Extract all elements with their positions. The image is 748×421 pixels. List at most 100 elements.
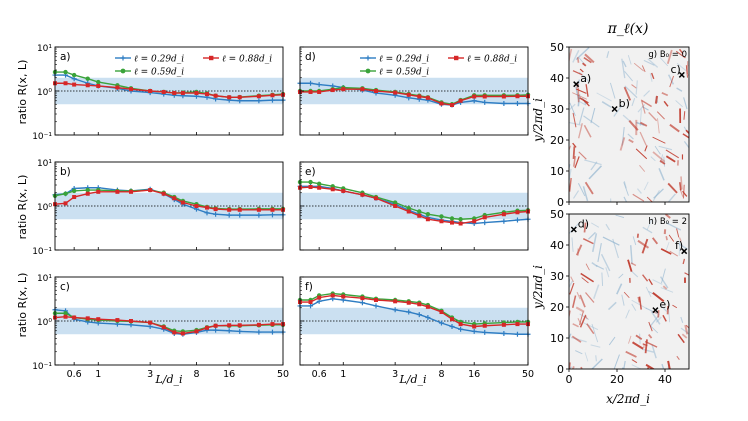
red-sheet [569, 145, 572, 152]
blue-filament [658, 145, 673, 151]
red-sheet [640, 99, 646, 114]
data-point [256, 212, 262, 218]
blue-filament [597, 243, 602, 262]
map-annotation: h) B₀ = 2 [648, 217, 687, 227]
blue-filament [596, 92, 612, 102]
blue-filament [642, 348, 654, 353]
data-point [194, 329, 199, 334]
red-sheet [575, 88, 587, 94]
red-sheet [585, 84, 589, 97]
data-point [72, 315, 77, 320]
blue-filament [655, 316, 662, 323]
legend-marker [120, 68, 126, 74]
red-sheet [576, 291, 581, 300]
blue-filament [667, 193, 676, 202]
x-tick-label: 50 [522, 369, 534, 380]
red-sheet [637, 239, 650, 249]
data-point [458, 217, 463, 222]
x-tick-label: 8 [193, 369, 199, 380]
blue-filament [582, 186, 589, 202]
red-sheet [628, 335, 632, 344]
data-point [256, 94, 261, 99]
data-point [341, 87, 346, 92]
blue-filament [609, 82, 616, 99]
red-sheet [639, 165, 646, 172]
red-sheet [657, 118, 660, 134]
ylabel-row2: ratio R(x, L) [16, 175, 29, 240]
legend-label: ℓ = 0.59d_i [134, 68, 184, 78]
blue-filament [605, 267, 610, 278]
blue-filament [642, 226, 653, 234]
data-point [458, 322, 463, 327]
blue-filament [600, 253, 611, 272]
red-sheet [571, 335, 582, 343]
blue-filament [683, 97, 688, 110]
blue-filament [647, 58, 659, 68]
blue-filament [618, 273, 624, 279]
map-y-tick-label: 0 [557, 363, 564, 376]
data-point [359, 300, 365, 306]
blue-filament [650, 310, 661, 325]
blue-filament [621, 294, 625, 306]
blue-filament [615, 214, 625, 218]
blue-filament [591, 358, 603, 369]
blue-filament [593, 284, 600, 300]
data-point [341, 188, 346, 193]
red-sheet [631, 84, 637, 89]
blue-filament [631, 299, 648, 310]
data-point [406, 300, 411, 305]
map-xlabel: x/2πd_i [606, 392, 650, 406]
blue-filament [637, 104, 646, 113]
data-point [270, 93, 275, 98]
data-point [449, 323, 455, 329]
blue-filament [654, 145, 661, 155]
red-sheet [579, 294, 586, 308]
map-y-tick-label: 20 [550, 134, 564, 147]
red-sheet [628, 138, 634, 144]
blue-filament [590, 344, 601, 348]
data-point [72, 195, 77, 200]
data-point [317, 89, 322, 94]
red-sheet [669, 250, 679, 257]
data-point [172, 330, 177, 335]
map-marker: a) [573, 72, 591, 88]
data-point [482, 94, 487, 99]
map-marker-label: c) [670, 63, 680, 76]
red-sheet [579, 97, 589, 104]
blue-filament [587, 231, 596, 240]
red-sheet [623, 291, 630, 299]
red-sheet [652, 291, 665, 303]
red-sheet [685, 324, 689, 329]
data-point [269, 212, 275, 218]
map-marker-label: a) [580, 72, 591, 85]
blue-filament [578, 107, 585, 125]
blue-filament [605, 223, 611, 231]
blue-filament [660, 305, 668, 312]
data-point [213, 323, 218, 328]
blue-filament [666, 222, 682, 231]
red-sheet [683, 111, 686, 120]
red-sheet [572, 146, 576, 160]
blue-filament [659, 57, 669, 67]
red-sheet [581, 277, 589, 284]
data-point [458, 221, 463, 226]
data-point [360, 192, 365, 197]
blue-filament [663, 156, 666, 167]
data-point [63, 311, 68, 316]
data-point [393, 204, 398, 208]
red-sheet [623, 86, 632, 101]
blue-filament [683, 141, 689, 149]
red-sheet [665, 149, 679, 159]
data-point [317, 295, 322, 300]
red-sheet [685, 129, 689, 135]
x-tick-label: 1 [95, 369, 101, 380]
data-point [96, 189, 101, 194]
data-point [129, 87, 133, 92]
map-y-tick-label: 30 [550, 103, 564, 116]
map-y-tick-label: 20 [550, 301, 564, 314]
data-point [115, 318, 120, 323]
red-sheet [660, 248, 672, 255]
data-point [458, 326, 464, 332]
blue-filament [625, 309, 630, 319]
